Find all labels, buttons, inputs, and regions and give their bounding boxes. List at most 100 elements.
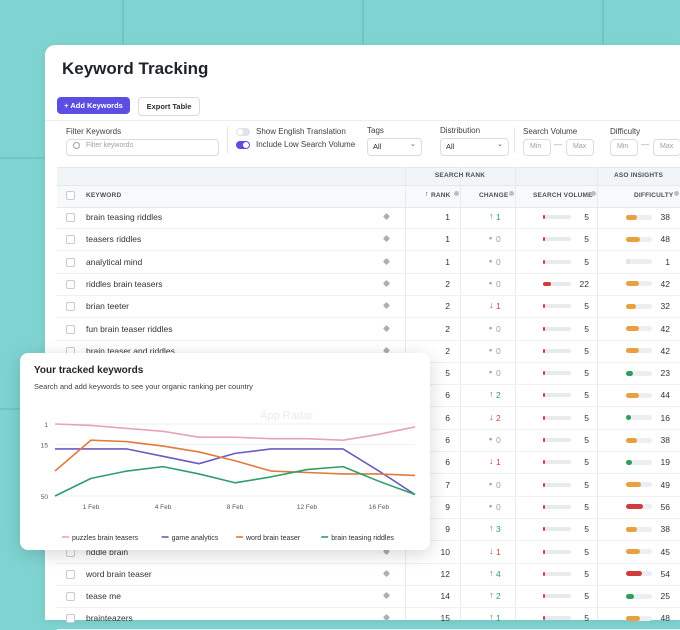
checkbox[interactable] (66, 302, 75, 312)
table-row (57, 318, 680, 341)
column-header: DIFFICULTY (634, 192, 674, 199)
change-icon: • (489, 322, 493, 333)
volume-bar (543, 237, 545, 242)
filter-label: Tags (367, 126, 384, 135)
rank: 15 (440, 613, 450, 624)
keyword: riddle brain (86, 546, 129, 557)
volume-bar (543, 393, 545, 398)
difficulty-bar (626, 571, 643, 577)
legend-label: game analytics (172, 535, 219, 542)
volume: 5 (584, 390, 589, 401)
difficulty: 44 (660, 390, 670, 401)
legend-label: brain teasing riddles (331, 535, 394, 542)
keyword: brain teasing riddles (86, 212, 163, 222)
select[interactable] (367, 138, 422, 156)
range-input[interactable] (610, 139, 638, 156)
difficulty: 16 (660, 412, 670, 423)
volume: 5 (584, 568, 589, 579)
volume-bar (543, 594, 545, 599)
change-icon: • (489, 277, 493, 288)
column-header: SEARCH VOLUME (533, 192, 593, 199)
filter-label: Filter Keywords (66, 127, 122, 136)
difficulty: 19 (660, 457, 670, 468)
range-dash: — (554, 140, 562, 149)
change: 0 (496, 234, 501, 245)
change-icon: • (489, 367, 493, 378)
change: 0 (496, 501, 501, 512)
change: 0 (496, 323, 501, 334)
volume: 5 (584, 412, 589, 423)
volume: 5 (584, 345, 589, 356)
difficulty-bar (626, 593, 634, 599)
difficulty-bar (626, 214, 638, 220)
difficulty: 56 (660, 501, 670, 512)
volume: 5 (584, 256, 589, 267)
keyword: brainteazers (86, 613, 133, 624)
change-icon: ↑ (489, 612, 494, 623)
checkbox[interactable] (66, 569, 75, 579)
volume-bar (543, 527, 545, 532)
difficulty: 45 (660, 546, 670, 557)
x-tick-label: 1 Feb (83, 504, 100, 511)
checkbox[interactable] (66, 592, 75, 602)
difficulty: 48 (660, 234, 670, 245)
chart: Your tracked keywords Search and add keyw… (34, 365, 416, 542)
x-tick-label: 16 Feb (369, 504, 390, 511)
info-icon (674, 191, 679, 196)
volume: 5 (584, 234, 589, 245)
volume-bar (543, 482, 545, 487)
change-icon: ↑ (489, 567, 494, 578)
volume: 5 (584, 212, 589, 222)
difficulty-track (626, 326, 652, 331)
difficulty-track (626, 281, 652, 287)
range-input[interactable] (566, 139, 594, 156)
change: 0 (496, 435, 501, 445)
series-line (54, 465, 416, 497)
chart-card: Your tracked keywords Search and add keyw… (20, 353, 430, 550)
add-keywords-button[interactable]: + Add Keywords (57, 97, 130, 114)
range-input[interactable] (653, 139, 680, 156)
select-value: All (446, 142, 455, 151)
change: 1 (496, 212, 501, 222)
change-icon: ↑ (489, 590, 494, 601)
info-icon (454, 191, 459, 196)
volume-bar (543, 571, 545, 576)
change: 0 (496, 479, 501, 490)
filter-input[interactable] (66, 139, 219, 156)
checkbox[interactable] (66, 279, 75, 289)
select[interactable] (440, 138, 509, 156)
volume-track (543, 571, 571, 576)
difficulty: 38 (660, 435, 670, 445)
toggle[interactable] (236, 128, 250, 136)
difficulty: 25 (660, 591, 670, 602)
volume-track (543, 527, 571, 532)
range-placeholder: Max (660, 143, 674, 150)
range-input[interactable] (523, 139, 551, 156)
checkbox[interactable] (66, 235, 75, 245)
checkbox[interactable] (66, 324, 75, 334)
bg-grid (0, 408, 20, 410)
checkbox[interactable] (66, 614, 75, 624)
export-button[interactable]: Export Table (138, 97, 200, 116)
filter-sep (514, 127, 515, 153)
range-placeholder: Max (573, 143, 587, 150)
difficulty-track (626, 370, 652, 376)
filter-label: Search Volume (523, 127, 578, 136)
checkbox[interactable] (66, 213, 75, 222)
difficulty-bar (626, 526, 638, 532)
checkbox[interactable] (66, 257, 75, 267)
bg-grid (0, 157, 45, 159)
toggle-knob (243, 142, 249, 148)
volume-track (543, 438, 571, 442)
volume: 5 (584, 613, 589, 624)
volume-bar (543, 215, 545, 219)
difficulty-bar (626, 615, 641, 621)
rank: 6 (445, 390, 450, 401)
table-row (57, 251, 680, 274)
keyword: fun brain teaser riddles (86, 323, 173, 334)
difficulty: 38 (660, 212, 670, 222)
filter-label: Show English Translation (256, 127, 346, 136)
difficulty: 42 (660, 323, 670, 334)
difficulty-track (626, 459, 652, 465)
